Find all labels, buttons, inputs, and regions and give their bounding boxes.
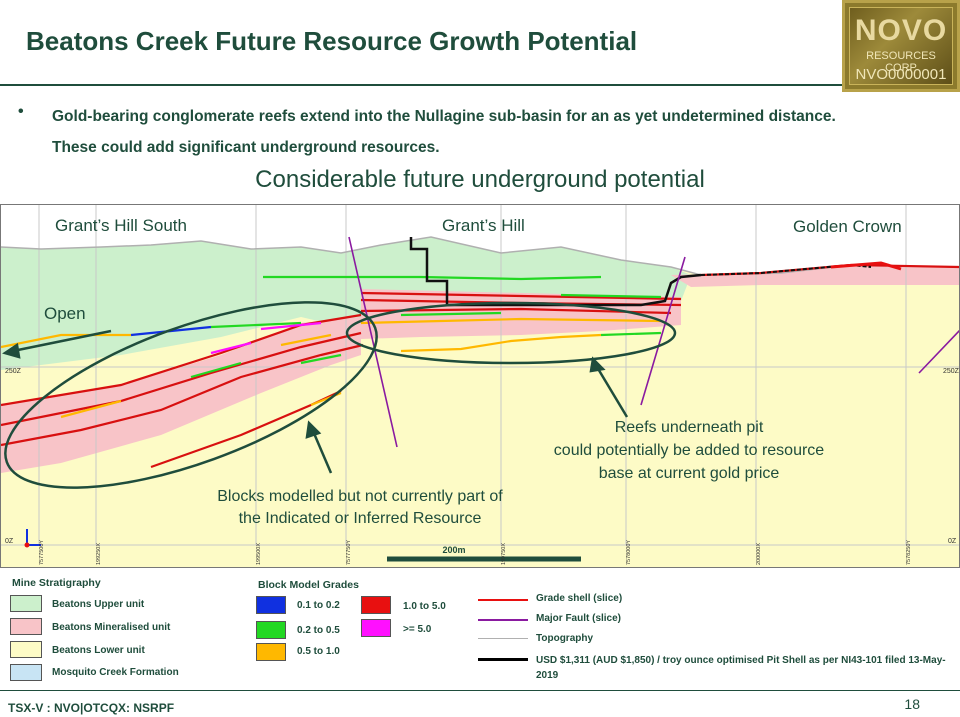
sky-area xyxy=(1,205,959,275)
legend-line-topography xyxy=(478,638,528,639)
swatch-grade-0 xyxy=(256,596,286,614)
grid-coordinate-labels: 7577500Y 199250X 199500X 7577750Y 199750… xyxy=(39,540,912,565)
legend: Mine Stratigraphy Beatons Upper unit Bea… xyxy=(0,570,960,688)
label-blocks-1: Blocks modelled but not currently part o… xyxy=(217,488,503,505)
legend-grade-0: 0.1 to 0.2 xyxy=(297,600,340,611)
swatch-grade-1 xyxy=(256,621,286,639)
legend-grade-shell: Grade shell (slice) xyxy=(536,593,623,604)
major-faults xyxy=(348,236,959,448)
swatch-grade-2 xyxy=(256,643,286,661)
footer-tickers: TSX-V : NVO|OTCQX: NSRPF xyxy=(8,701,175,715)
label-reefs-1: Reefs underneath pit xyxy=(615,419,764,436)
legend-lower-unit: Beatons Lower unit xyxy=(52,645,145,656)
legend-mineralised-unit: Beatons Mineralised unit xyxy=(52,622,171,633)
legend-line-grade-shell xyxy=(478,599,528,601)
legend-grade-2: 0.5 to 1.0 xyxy=(297,646,340,657)
scale-label: 200m xyxy=(442,545,465,555)
grid-label-6: 7578000Y xyxy=(626,540,632,565)
legend-topography: Topography xyxy=(536,633,594,644)
title-divider xyxy=(0,84,842,86)
logo-word: NOVO xyxy=(854,14,948,47)
grid-label-2: 199250X xyxy=(96,543,102,565)
grid-label-7: 200000X xyxy=(756,543,762,565)
legend-line-pit-shell xyxy=(478,658,528,661)
legend-upper-unit: Beatons Upper unit xyxy=(52,599,145,610)
grid-label-1: 7577500Y xyxy=(39,540,45,565)
pit-reefs-ellipse xyxy=(345,301,677,365)
mineralised-band-right xyxy=(671,265,959,287)
legend-grade-4: >= 5.0 xyxy=(403,624,432,635)
label-reefs-3: base at current gold price xyxy=(599,465,780,482)
page-title: Beatons Creek Future Resource Growth Pot… xyxy=(26,26,638,56)
blocks-ellipse xyxy=(4,301,378,489)
label-open: Open xyxy=(44,304,86,323)
label-grants-hill-south: Grant’s Hill South xyxy=(55,216,187,235)
legend-stratigraphy-title: Mine Stratigraphy xyxy=(12,577,101,589)
grid-label-8: 7578250Y xyxy=(906,540,912,565)
footer-divider xyxy=(0,690,960,691)
golden-crown-pit xyxy=(830,261,902,271)
zero-label-left: 0Z xyxy=(5,538,14,545)
legend-grade-1: 0.2 to 0.5 xyxy=(297,625,340,636)
company-logo: NOVO RESOURCES CORP NVO0000001 xyxy=(842,0,960,92)
swatch-upper-unit xyxy=(10,595,42,612)
swatch-lower-unit xyxy=(10,641,42,658)
grid-label-4: 7577750Y xyxy=(346,540,352,565)
label-blocks-2: the Indicated or Inferred Resource xyxy=(239,510,482,527)
bullet-marker: • xyxy=(18,103,24,120)
label-golden-crown: Golden Crown xyxy=(793,217,902,236)
pit-shell-right xyxy=(700,263,872,276)
grid-lines xyxy=(1,205,959,546)
cross-section-diagram: Grant’s Hill South Grant’s Hill Golden C… xyxy=(0,204,960,568)
axis-origin xyxy=(24,542,30,548)
grid-label-5: 199750X xyxy=(501,543,507,565)
grid-label-3: 199500X xyxy=(256,543,262,565)
zero-label-right: 0Z xyxy=(948,538,957,545)
legend-fault: Major Fault (slice) xyxy=(536,613,622,624)
swatch-mineralised-unit xyxy=(10,618,42,635)
cross-section-svg: Grant’s Hill South Grant’s Hill Golden C… xyxy=(1,205,960,567)
label-reefs-2: could potentially be added to resource xyxy=(554,442,825,459)
swatch-grade-3 xyxy=(361,596,391,614)
legend-grade-3: 1.0 to 5.0 xyxy=(403,601,446,612)
page-number: 18 xyxy=(904,696,920,712)
swatch-grade-4 xyxy=(361,619,391,637)
legend-mosquito-creek: Mosquito Creek Formation xyxy=(52,667,179,678)
logo-subtitle: RESOURCES CORP xyxy=(866,50,936,74)
legend-grades-title: Block Model Grades xyxy=(258,579,359,591)
bullet-text: Gold-bearing conglomerate reefs extend i… xyxy=(52,108,836,156)
annotation-arrows xyxy=(2,329,629,474)
elev-label-left: 250Z xyxy=(5,368,22,375)
swatch-mosquito-creek xyxy=(10,664,42,681)
label-grants-hill: Grant’s Hill xyxy=(442,216,525,235)
logo-ticker: NVO0000001 xyxy=(855,66,947,83)
legend-pit-shell: USD $1,311 (AUD $1,850) / troy ounce opt… xyxy=(536,655,946,681)
elev-label-right: 250Z xyxy=(943,368,960,375)
legend-line-fault xyxy=(478,619,528,621)
section-title: Considerable future underground potentia… xyxy=(255,166,705,193)
